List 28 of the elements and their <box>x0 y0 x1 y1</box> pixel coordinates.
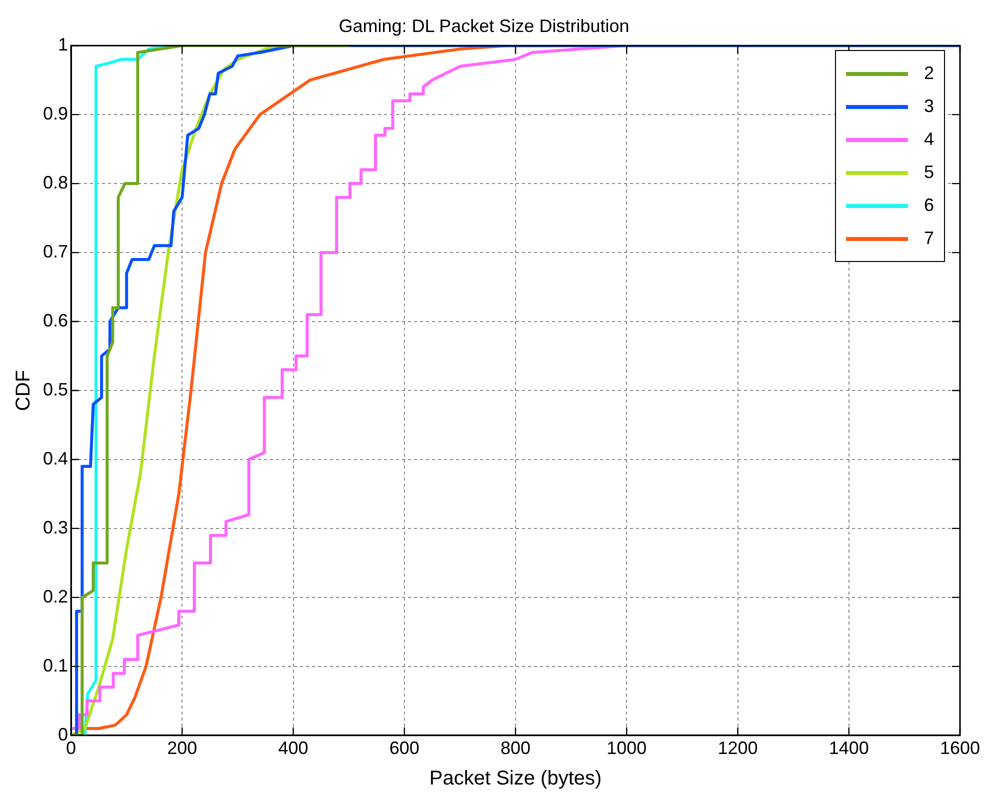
legend-label: 7 <box>924 228 934 249</box>
x-tick-label: 400 <box>278 738 308 758</box>
y-axis-title: CDF <box>12 370 35 412</box>
x-tick-label: 600 <box>389 738 420 758</box>
y-tick-label: 1 <box>58 34 68 55</box>
y-tick-label: 0.9 <box>42 104 68 124</box>
legend-label: 3 <box>924 96 934 117</box>
x-axis-title: Packet Size (bytes) <box>429 768 602 790</box>
y-tick-label: 0.7 <box>42 242 68 262</box>
x-tick-label: 1400 <box>828 738 869 758</box>
x-tick-label: 1600 <box>940 738 980 758</box>
y-tick-label: 0.5 <box>42 379 68 400</box>
x-tick-label: 1000 <box>606 738 647 758</box>
legend-label: 6 <box>924 195 934 216</box>
legend-label: 2 <box>924 63 934 84</box>
y-tick-label: 0.8 <box>42 172 68 193</box>
y-tick-label: 0.4 <box>42 448 68 468</box>
y-tick-label: 0.2 <box>42 586 68 606</box>
y-tick-label: 0.6 <box>42 310 68 330</box>
x-tick-label: 1200 <box>718 738 758 758</box>
x-tick-label: 800 <box>500 738 531 758</box>
y-tick-label: 0.1 <box>42 655 68 676</box>
legend-label: 4 <box>924 129 934 150</box>
x-tick-label: 200 <box>167 738 198 758</box>
y-tick-label: 0 <box>58 724 68 744</box>
chart-title: Gaming: DL Packet Size Distribution <box>338 16 630 36</box>
legend-label: 5 <box>924 162 934 183</box>
y-tick-label: 0.3 <box>42 517 68 538</box>
